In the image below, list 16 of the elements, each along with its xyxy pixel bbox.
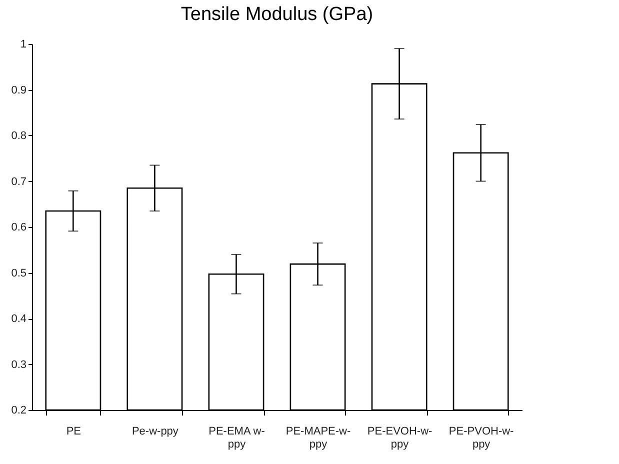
x-tick-label: PE-EVOH-w-ppy — [367, 426, 433, 450]
y-tick-label: 0.5 — [11, 267, 26, 280]
x-tick-label: PE — [66, 426, 82, 438]
y-tick-label: 0.2 — [11, 404, 26, 416]
x-tick-label: PE-MAPE-w-ppy — [286, 426, 351, 450]
y-tick-label: 0.8 — [11, 130, 26, 142]
y-tick-label: 0.9 — [11, 84, 26, 96]
chart-title: Tensile Modulus (GPa) — [180, 4, 374, 25]
y-tick-label: 0.4 — [11, 313, 26, 325]
y-tick-label: 1 — [20, 38, 26, 50]
y-tick-label: 0.7 — [11, 176, 26, 188]
y-tick-label: 0.3 — [11, 358, 26, 371]
y-tick-label: 0.6 — [11, 222, 26, 234]
x-tick-label: PE-EMA w-ppy — [208, 426, 266, 450]
x-tick-label: PE-PVOH-w-ppy — [448, 426, 514, 450]
x-tick-label: Pe-w-ppy — [132, 426, 179, 438]
